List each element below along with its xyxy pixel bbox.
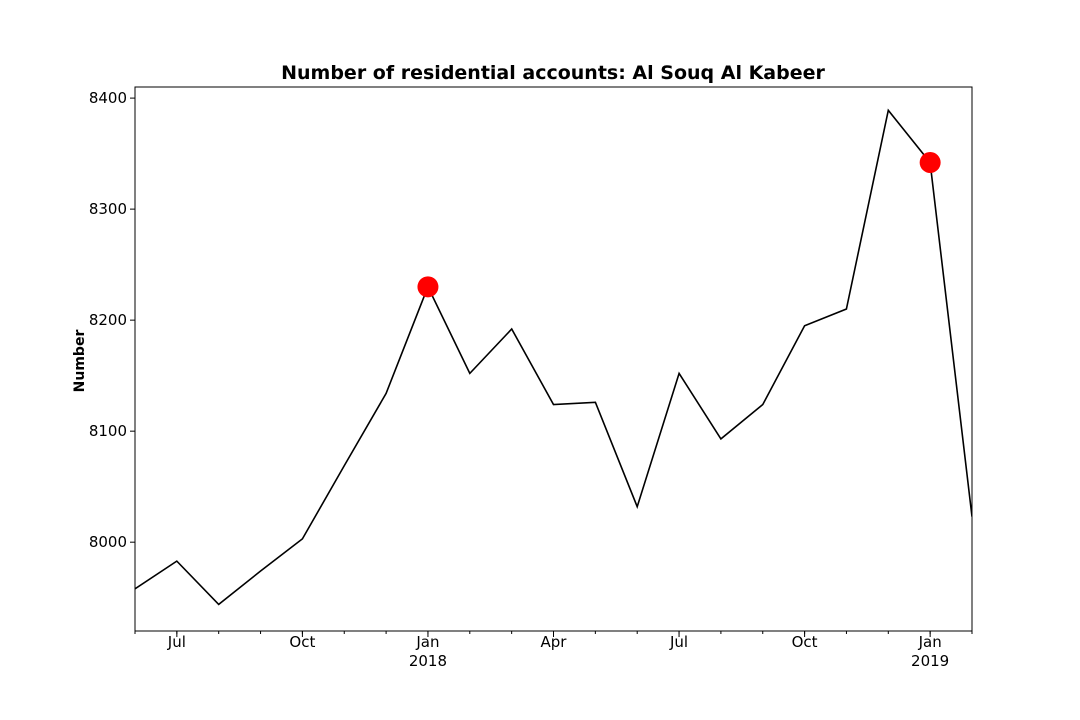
x-tick-label: Jul (669, 633, 688, 651)
chart-title: Number of residential accounts: Al Souq … (281, 62, 825, 84)
x-tick-label: Apr (541, 633, 568, 651)
x-tick-label: Jan (918, 633, 942, 651)
highlight-point (919, 151, 941, 173)
plot-frame (134, 86, 973, 632)
x-tick-label: Jan (415, 633, 439, 651)
y-tick-label: 8400 (89, 89, 127, 107)
x-tick-label: Oct (792, 633, 818, 651)
y-tick-label: 8300 (89, 200, 127, 218)
series-line (135, 108, 972, 606)
x-tick-label: Oct (289, 633, 315, 651)
y-axis-label: Number (72, 330, 88, 393)
x-tick-label: Jul (167, 633, 186, 651)
x-tick-year-label: 2019 (911, 652, 949, 670)
highlight-point (417, 276, 439, 298)
y-tick-label: 8100 (89, 422, 127, 440)
y-tick-label: 8200 (89, 311, 127, 329)
y-tick-label: 8000 (89, 533, 127, 551)
x-tick-year-label: 2018 (409, 652, 447, 670)
